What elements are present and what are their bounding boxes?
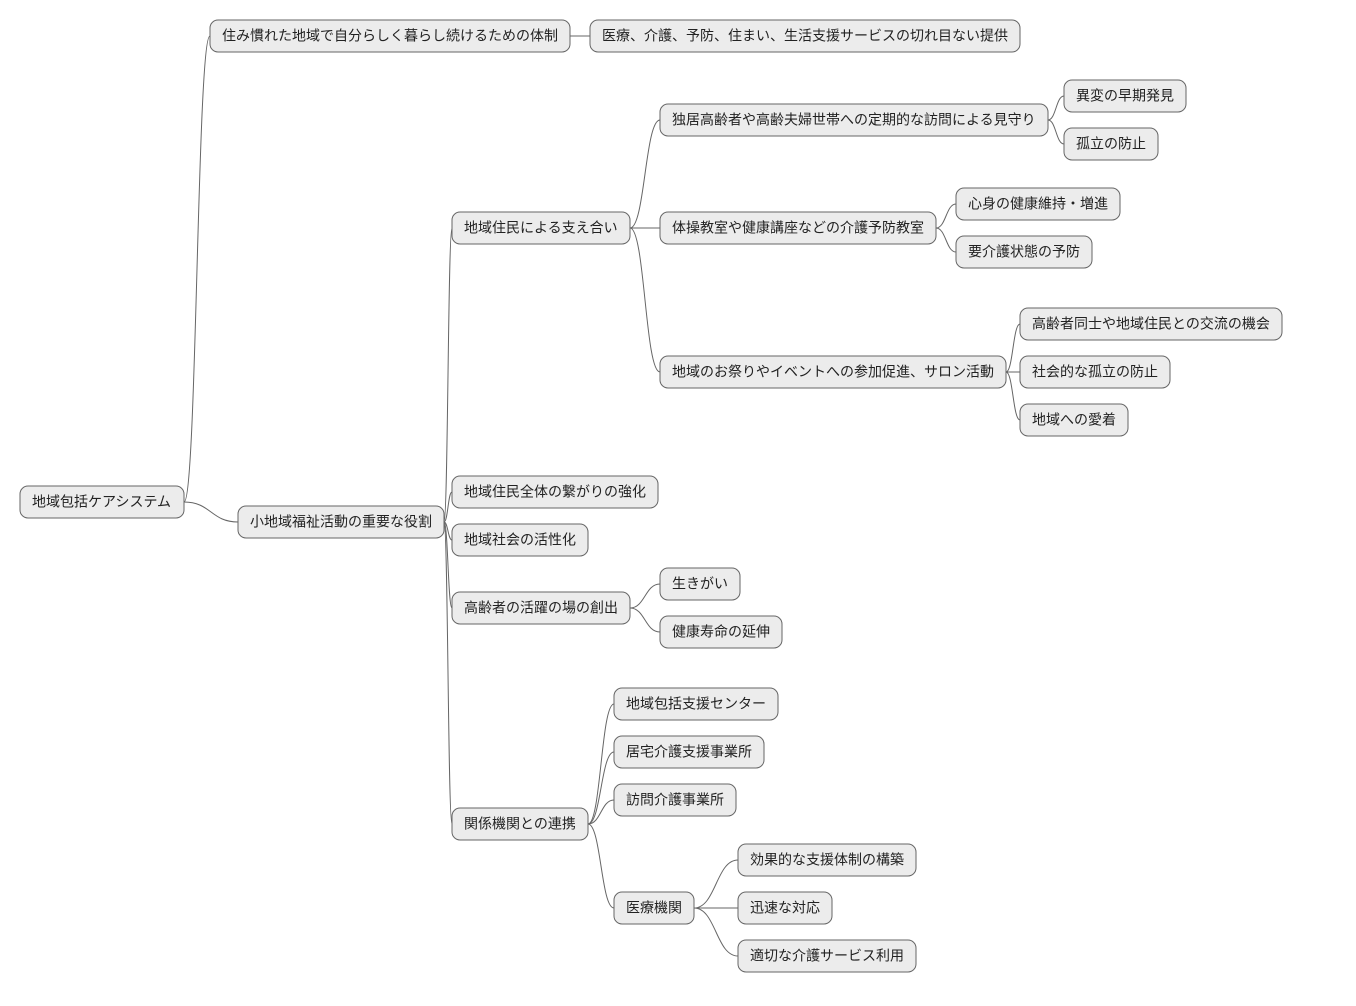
- edge: [630, 228, 660, 372]
- edge: [184, 502, 238, 522]
- node-label: 迅速な対応: [750, 900, 820, 916]
- node-label: 適切な介護サービス利用: [750, 948, 904, 964]
- node-label: 要介護状態の予防: [968, 244, 1080, 260]
- node-b5d3: 適切な介護サービス利用: [738, 940, 916, 972]
- edge: [184, 36, 210, 502]
- edge: [1048, 120, 1064, 144]
- edge: [630, 608, 660, 632]
- node-label: 居宅介護支援事業所: [626, 744, 752, 760]
- node-label: 医療機関: [626, 900, 682, 916]
- node-label: 異変の早期発見: [1076, 88, 1174, 104]
- mindmap-canvas: 地域包括ケアシステム 住み慣れた地域で自分らしく暮らし続けるための体制 医療、介護、…: [0, 0, 1356, 1006]
- node-a: 住み慣れた地域で自分らしく暮らし続けるための体制: [210, 20, 570, 52]
- node-b4b: 健康寿命の延伸: [660, 616, 782, 648]
- node-label: 生きがい: [672, 576, 728, 592]
- node-label: 小地域福祉活動の重要な役割: [250, 514, 432, 530]
- edge: [694, 908, 738, 956]
- node-b1: 地域住民による支え合い: [452, 212, 630, 244]
- node-label: 地域への愛着: [1032, 412, 1116, 428]
- node-label: 効果的な支援体制の構築: [750, 852, 904, 868]
- node-b3: 地域社会の活性化: [452, 524, 588, 556]
- node-label: 地域社会の活性化: [464, 532, 576, 548]
- node-label: 高齢者の活躍の場の創出: [464, 600, 618, 616]
- node-label: 独居高齢者や高齢夫婦世帯への定期的な訪問による見守り: [672, 112, 1036, 128]
- node-b1c3: 地域への愛着: [1020, 404, 1128, 436]
- node-b1b1: 心身の健康維持・増進: [956, 188, 1120, 220]
- node-b1a: 独居高齢者や高齢夫婦世帯への定期的な訪問による見守り: [660, 104, 1048, 136]
- node-b1b: 体操教室や健康講座などの介護予防教室: [660, 212, 936, 244]
- edge: [1006, 372, 1020, 420]
- node-b1c2: 社会的な孤立の防止: [1020, 356, 1170, 388]
- edge: [444, 228, 452, 522]
- edge: [1048, 96, 1064, 120]
- node-b5b: 居宅介護支援事業所: [614, 736, 764, 768]
- node-b1c1: 高齢者同士や地域住民との交流の機会: [1020, 308, 1282, 340]
- node-b5c: 訪問介護事業所: [614, 784, 736, 816]
- node-label: 地域住民による支え合い: [464, 220, 618, 236]
- node-b4: 高齢者の活躍の場の創出: [452, 592, 630, 624]
- node-b5: 関係機関との連携: [452, 808, 588, 840]
- node-label: 地域住民全体の繋がりの強化: [464, 484, 646, 500]
- node-label: 地域のお祭りやイベントへの参加促進、サロン活動: [672, 364, 994, 380]
- node-label: 地域包括ケアシステム: [32, 494, 171, 510]
- node-label: 住み慣れた地域で自分らしく暮らし続けるための体制: [222, 28, 558, 44]
- node-b1a1: 異変の早期発見: [1064, 80, 1186, 112]
- node-a1: 医療、介護、予防、住まい、生活支援サービスの切れ目ない提供: [590, 20, 1020, 52]
- edge: [630, 120, 660, 228]
- edge: [588, 704, 614, 824]
- node-b5d2: 迅速な対応: [738, 892, 832, 924]
- node-b1c: 地域のお祭りやイベントへの参加促進、サロン活動: [660, 356, 1006, 388]
- node-label: 体操教室や健康講座などの介護予防教室: [672, 220, 924, 236]
- edge: [630, 584, 660, 608]
- edge: [694, 860, 738, 908]
- edge: [936, 204, 956, 228]
- node-b5d1: 効果的な支援体制の構築: [738, 844, 916, 876]
- node-b1b2: 要介護状態の予防: [956, 236, 1092, 268]
- node-b1a2: 孤立の防止: [1064, 128, 1158, 160]
- node-label: 孤立の防止: [1076, 136, 1146, 152]
- node-label: 医療、介護、予防、住まい、生活支援サービスの切れ目ない提供: [602, 28, 1008, 44]
- node-label: 心身の健康維持・増進: [968, 196, 1108, 212]
- edge: [936, 228, 956, 252]
- node-b2: 地域住民全体の繋がりの強化: [452, 476, 658, 508]
- node-label: 地域包括支援センター: [626, 696, 766, 712]
- node-label: 高齢者同士や地域住民との交流の機会: [1032, 316, 1270, 332]
- node-label: 社会的な孤立の防止: [1032, 364, 1158, 380]
- node-label: 健康寿命の延伸: [672, 624, 770, 640]
- node-label: 訪問介護事業所: [626, 792, 724, 808]
- node-label: 関係機関との連携: [464, 816, 576, 832]
- node-b5a: 地域包括支援センター: [614, 688, 778, 720]
- node-b: 小地域福祉活動の重要な役割: [238, 506, 444, 538]
- edge: [588, 824, 614, 908]
- node-b5d: 医療機関: [614, 892, 694, 924]
- node-root: 地域包括ケアシステム: [20, 486, 184, 518]
- node-b4a: 生きがい: [660, 568, 740, 600]
- edge: [1006, 324, 1020, 372]
- nodes: 地域包括ケアシステム 住み慣れた地域で自分らしく暮らし続けるための体制 医療、介護、…: [20, 20, 1282, 972]
